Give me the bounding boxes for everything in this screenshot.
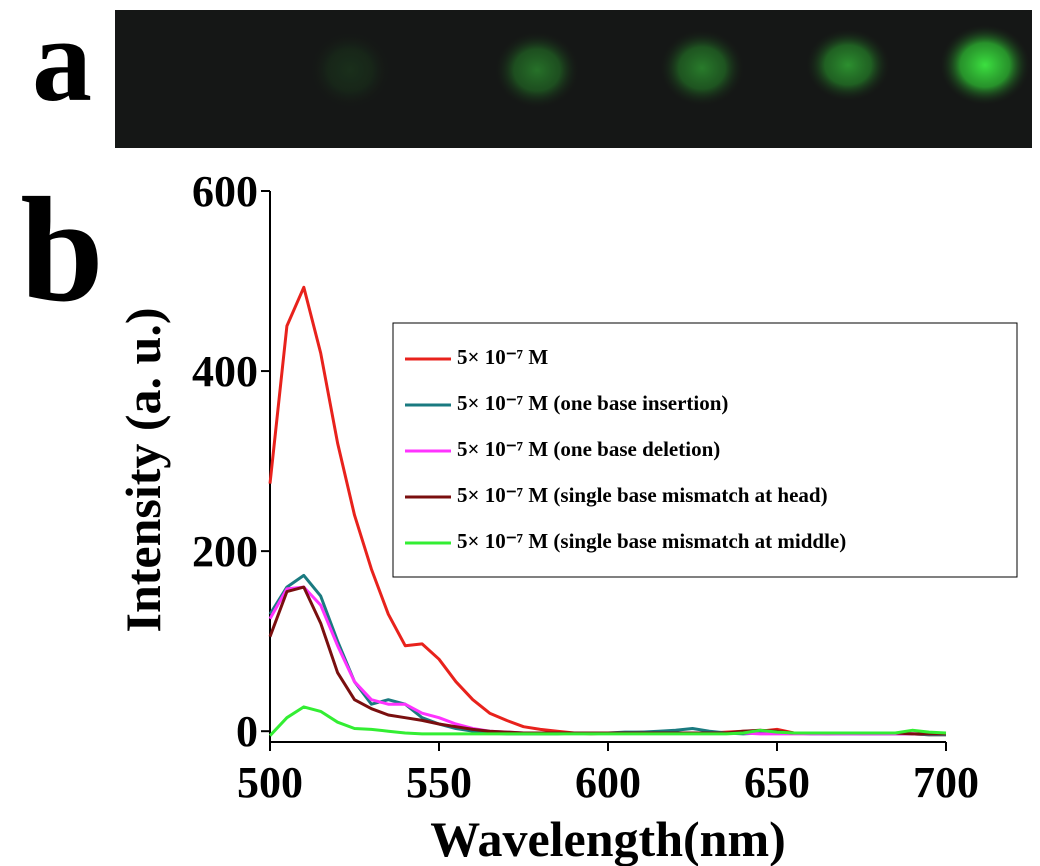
legend-label: 5× 10⁻⁷ M — [457, 345, 548, 369]
x-axis-label: Wavelength(nm) — [430, 811, 786, 866]
data-line — [270, 587, 946, 734]
legend-label: 5× 10⁻⁷ M (one base deletion) — [457, 437, 720, 461]
y-tick-label: 400 — [192, 347, 258, 396]
x-tick-label: 650 — [744, 758, 810, 807]
spot — [310, 32, 390, 108]
x-tick-label: 600 — [575, 758, 641, 807]
y-axis-label: Intensity (a. u.) — [115, 307, 171, 632]
y-tick-label: 600 — [192, 167, 258, 216]
x-tick-label: 550 — [406, 758, 472, 807]
plot: 0 200 400 600 500 550 600 650 700 5× 10⁻⁷ M 5× 10⁻… — [192, 167, 1017, 807]
data-line — [270, 707, 946, 736]
legend-label: 5× 10⁻⁷ M (single base mismatch at head) — [457, 483, 828, 507]
data-line — [270, 587, 946, 734]
panel-label: b — [20, 167, 103, 333]
data-line — [270, 575, 946, 734]
spot — [495, 32, 579, 108]
y-tick-label: 0 — [236, 707, 258, 756]
spot — [806, 29, 890, 101]
spot — [660, 30, 744, 106]
x-tick-label: 700 — [913, 758, 979, 807]
figure: a b Intensity (a. u.) Wavelength(nm) 0 20… — [0, 0, 1040, 866]
y-tick-label: 200 — [192, 527, 258, 576]
x-tick-label: 500 — [237, 758, 303, 807]
legend-label: 5× 10⁻⁷ M (single base mismatch at middl… — [457, 529, 846, 553]
panel-label: a — [32, 0, 92, 126]
legend-label: 5× 10⁻⁷ M (one base insertion) — [457, 391, 728, 415]
spot — [940, 25, 1030, 105]
